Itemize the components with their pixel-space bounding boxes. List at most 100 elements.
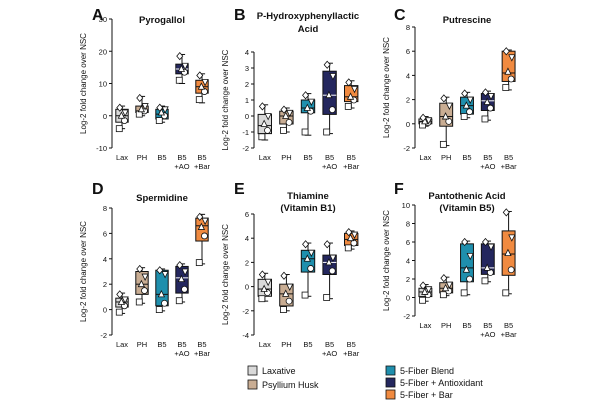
x-tick-label: B5 bbox=[504, 153, 513, 162]
box-ph bbox=[135, 93, 149, 118]
panel-title: P-Hydroxyphenyllactic bbox=[257, 11, 359, 22]
x-tick-label: B5 bbox=[462, 153, 471, 162]
data-point bbox=[502, 84, 510, 91]
legend-swatch-psyllium-husk bbox=[247, 379, 258, 390]
y-tick-label: 10 bbox=[99, 80, 107, 89]
data-point bbox=[440, 273, 448, 283]
y-tick-label: 10 bbox=[402, 201, 410, 210]
y-tick-label: 4 bbox=[245, 234, 249, 243]
data-point bbox=[502, 47, 510, 56]
data-point bbox=[329, 254, 337, 262]
data-point bbox=[155, 117, 163, 124]
data-point bbox=[175, 297, 183, 305]
x-tick-label: Lax bbox=[259, 153, 271, 162]
x-tick-label: +AO bbox=[480, 162, 495, 171]
data-point bbox=[201, 217, 209, 226]
data-point bbox=[116, 290, 124, 299]
data-point bbox=[260, 284, 268, 292]
x-tick-label: B5 bbox=[325, 340, 334, 349]
data-point bbox=[307, 265, 315, 272]
data-point bbox=[445, 281, 454, 289]
data-point bbox=[161, 106, 169, 114]
box-lax bbox=[115, 103, 129, 133]
y-tick-label: 0 bbox=[103, 112, 107, 121]
x-tick-label: B5 bbox=[197, 153, 206, 162]
x-tick-label: Lax bbox=[259, 340, 271, 349]
y-axis-label: Log-2 fold change over NSC bbox=[221, 224, 230, 325]
x-tick-label: +Bar bbox=[501, 162, 518, 171]
data-point bbox=[121, 296, 129, 304]
data-point bbox=[350, 231, 359, 239]
data-point bbox=[325, 90, 333, 99]
x-tick-label: +AO bbox=[174, 162, 189, 171]
data-point bbox=[135, 298, 143, 306]
data-point bbox=[301, 128, 309, 136]
panel-letter: A bbox=[92, 7, 104, 24]
data-point bbox=[508, 54, 516, 62]
data-point bbox=[303, 103, 311, 111]
data-point bbox=[329, 73, 337, 81]
panel-c: C Putrescine Log-2 fold change over NSC -2 0… bbox=[382, 7, 517, 171]
data-point bbox=[441, 283, 450, 292]
legend-item-5-fiber-antioxidant: 5-Fiber + Antioxidant bbox=[385, 377, 483, 388]
panel-title: Acid bbox=[298, 24, 319, 35]
x-tick-label: PH bbox=[281, 340, 291, 349]
y-tick-label: 4 bbox=[406, 71, 410, 80]
data-point bbox=[504, 67, 512, 75]
x-tick-label: +Bar bbox=[501, 330, 518, 339]
data-point bbox=[117, 297, 126, 305]
box-b5ao bbox=[322, 240, 337, 301]
data-point bbox=[196, 71, 204, 80]
y-tick-label: 6 bbox=[103, 229, 107, 238]
data-point bbox=[282, 289, 290, 297]
box-lax bbox=[257, 270, 272, 303]
data-point bbox=[445, 117, 453, 125]
data-point bbox=[177, 64, 186, 72]
data-point bbox=[507, 266, 515, 274]
data-point bbox=[344, 103, 352, 110]
data-point bbox=[345, 228, 353, 237]
x-tick-label: +Bar bbox=[343, 349, 360, 358]
panel-e: E Thiamine(Vitamin B1) Log-2 fold change o… bbox=[221, 181, 360, 358]
panel-title: Spermidine bbox=[136, 193, 188, 204]
data-point bbox=[161, 271, 169, 279]
x-tick-label: +AO bbox=[322, 162, 337, 171]
panel-letter: B bbox=[234, 7, 246, 24]
panel-title: Thiamine bbox=[287, 191, 329, 202]
data-point bbox=[439, 291, 447, 299]
x-tick-label: B5 bbox=[347, 153, 356, 162]
y-tick-label: -1 bbox=[242, 128, 249, 137]
box-lax bbox=[418, 281, 433, 304]
panel-title: (Vitamin B5) bbox=[439, 203, 494, 214]
data-point bbox=[258, 270, 266, 279]
legend-swatch-5-fiber-bar bbox=[385, 389, 396, 400]
data-point bbox=[481, 88, 490, 97]
y-tick-label: -2 bbox=[403, 312, 410, 321]
data-point bbox=[486, 269, 494, 276]
data-point bbox=[115, 125, 123, 133]
box-b5 bbox=[460, 237, 474, 297]
box-b5bar bbox=[344, 228, 359, 252]
box-ph bbox=[439, 94, 454, 148]
box-ph bbox=[279, 105, 294, 134]
legend-item-laxative: Laxative bbox=[247, 365, 296, 376]
y-axis-label: Log-2 fold change over NSC bbox=[221, 49, 230, 150]
x-tick-label: Lax bbox=[419, 153, 431, 162]
box-b5ao bbox=[322, 60, 337, 136]
legend-swatch-5-fiber-blend bbox=[385, 365, 396, 376]
data-point bbox=[502, 208, 510, 217]
x-tick-label: PH bbox=[137, 153, 147, 162]
data-point bbox=[421, 287, 429, 295]
data-point bbox=[445, 102, 454, 111]
data-point bbox=[462, 265, 471, 273]
y-tick-label: 2 bbox=[103, 280, 107, 289]
data-point bbox=[116, 103, 124, 112]
x-tick-label: PH bbox=[441, 153, 451, 162]
data-point bbox=[344, 244, 352, 252]
y-tick-label: -4 bbox=[242, 331, 249, 340]
x-tick-label: B5 bbox=[504, 321, 513, 330]
data-point bbox=[176, 51, 184, 61]
y-tick-label: -2 bbox=[100, 331, 107, 340]
data-point bbox=[155, 306, 163, 314]
panel-letter: F bbox=[394, 181, 404, 198]
